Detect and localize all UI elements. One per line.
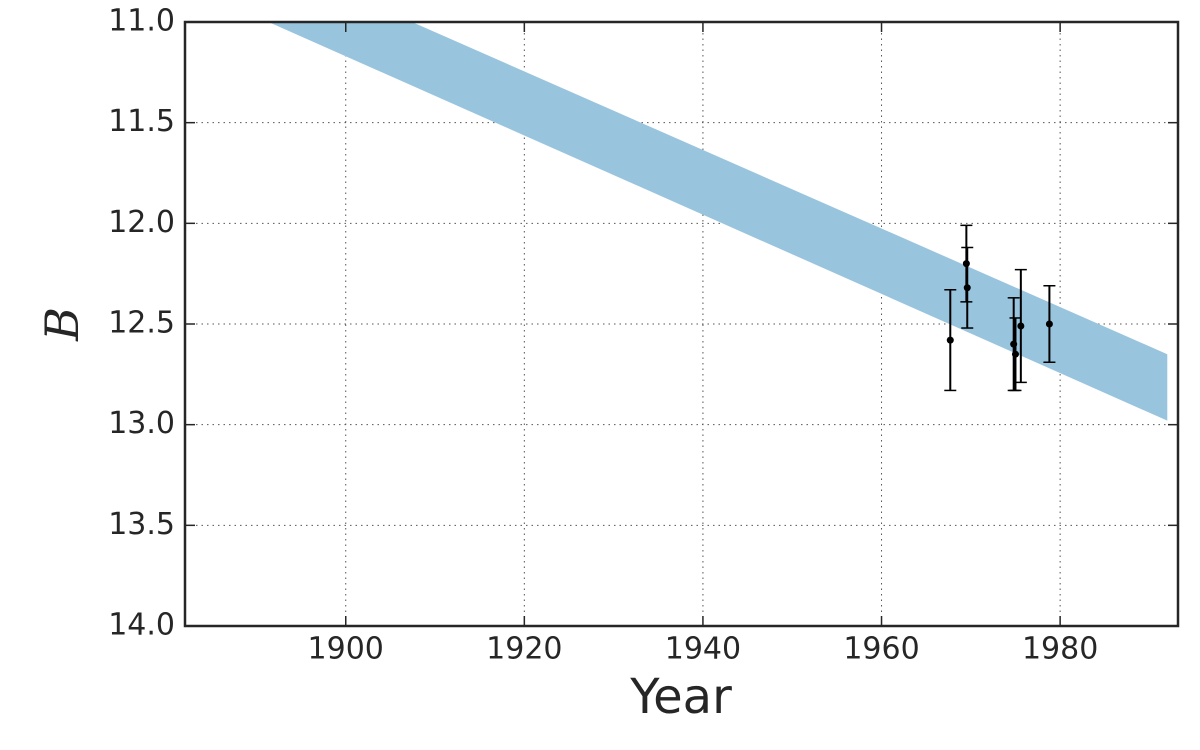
band	[268, 22, 1168, 421]
y-tick-label: 14.0	[108, 608, 175, 643]
x-tick-label: 1980	[1022, 632, 1098, 667]
data-point	[963, 284, 971, 292]
error-point	[1043, 284, 1056, 364]
data-point	[1017, 322, 1025, 330]
data-point	[946, 336, 954, 344]
x-axis-label: Year	[629, 669, 732, 725]
y-tick-label: 11.0	[108, 4, 175, 39]
error-point	[961, 246, 974, 329]
x-tick-label: 1900	[308, 632, 384, 667]
y-tick-label: 12.0	[108, 205, 175, 240]
data-point	[1045, 320, 1053, 328]
y-axis-label: B	[35, 307, 89, 342]
y-tick-label: 13.0	[108, 406, 175, 441]
y-tick-label: 11.5	[108, 104, 175, 139]
x-tick-label: 1920	[486, 632, 562, 667]
x-tick-label: 1940	[665, 632, 741, 667]
y-tick-label: 12.5	[108, 306, 175, 341]
error-point	[944, 289, 957, 392]
x-tick-label: 1960	[843, 632, 919, 667]
y-tick-label: 13.5	[108, 507, 175, 542]
error-point	[1009, 317, 1022, 392]
error-point	[1014, 268, 1027, 384]
data-point	[1011, 350, 1019, 358]
